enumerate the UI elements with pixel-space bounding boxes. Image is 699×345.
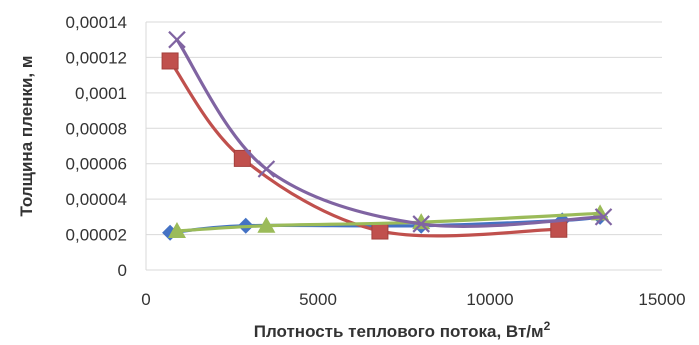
series-3 xyxy=(168,30,613,233)
series-3-point-3 xyxy=(594,208,613,226)
y-tick-label-0: 0 xyxy=(118,261,127,280)
series-2-point-1 xyxy=(257,216,276,233)
series-1-point-2 xyxy=(371,222,389,240)
series-1-point-1 xyxy=(233,149,251,167)
grid-lines xyxy=(145,21,662,271)
series-3-point-0 xyxy=(168,30,186,49)
series-1-point-3 xyxy=(550,220,568,238)
x-tick-label-3: 15000 xyxy=(638,290,685,309)
series-1-point-0 xyxy=(161,52,179,70)
y-tick-label-1: 0,00002 xyxy=(66,226,127,245)
y-axis-ticks: 0 0,00002 0,00004 0,00006 0,00008 0,0001 0,000… xyxy=(66,13,127,280)
x-axis-ticks: 0 5000 10000 15000 xyxy=(141,290,685,309)
series-3-point-1 xyxy=(257,160,276,178)
y-tick-label-3: 0,00006 xyxy=(66,155,127,174)
series-2-point-0 xyxy=(167,222,186,239)
y-tick-label-2: 0,00004 xyxy=(66,190,127,209)
y-tick-label-4: 0,00008 xyxy=(66,119,127,138)
y-tick-label-7: 0,00014 xyxy=(66,13,127,32)
series-group xyxy=(161,30,613,241)
series-1 xyxy=(161,52,568,240)
series-line-3 xyxy=(175,38,606,228)
x-tick-label-2: 10000 xyxy=(466,290,513,309)
y-axis-title: Толщина пленки, м xyxy=(17,56,36,217)
series-3-point-2 xyxy=(412,215,430,233)
x-axis-title: Плотность теплового потока, Вт/м2 xyxy=(254,319,551,341)
series-line-2 xyxy=(175,211,602,233)
x-tick-label-0: 0 xyxy=(141,290,150,309)
y-tick-label-6: 0,00012 xyxy=(66,48,127,67)
x-tick-label-1: 5000 xyxy=(299,290,337,309)
x-axis-title-text: Плотность теплового потока, Вт/м xyxy=(254,322,544,341)
y-tick-label-5: 0,0001 xyxy=(75,84,127,103)
series-line-1 xyxy=(168,59,561,238)
x-axis-title-superscript: 2 xyxy=(544,319,551,333)
